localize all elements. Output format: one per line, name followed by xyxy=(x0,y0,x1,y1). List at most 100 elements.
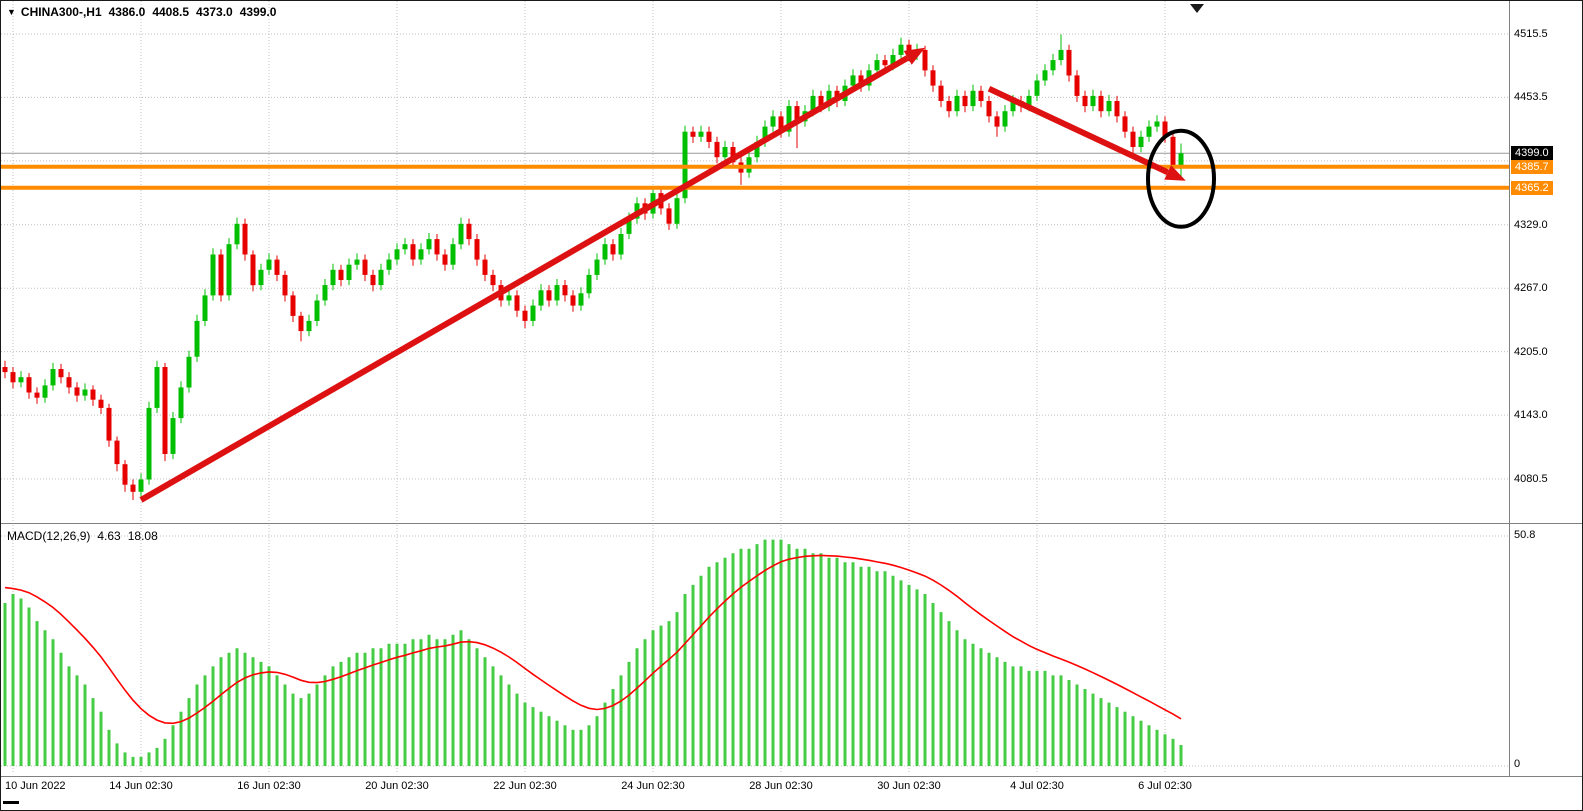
candle-body xyxy=(1042,70,1048,81)
candle-body xyxy=(82,389,88,396)
candle-body xyxy=(674,198,680,224)
candle-body xyxy=(162,367,168,454)
candle-body xyxy=(818,95,824,107)
candle-body xyxy=(274,259,280,275)
scrollbar-thumb[interactable] xyxy=(3,801,19,804)
candle-body xyxy=(58,369,64,378)
candle-body xyxy=(962,95,968,107)
candle-body xyxy=(882,60,888,66)
candle-body xyxy=(234,223,240,245)
candle-body xyxy=(522,310,528,321)
candle-body xyxy=(186,356,192,388)
candle-body xyxy=(554,285,560,301)
indicator-value-signal: 18.08 xyxy=(127,529,158,543)
candle-body xyxy=(810,95,816,112)
candle-body xyxy=(730,147,736,163)
candle-body xyxy=(474,239,480,260)
level-price-label: 4365.2 xyxy=(1511,181,1553,195)
candle-body xyxy=(210,254,216,296)
price-axis-label: 4205.0 xyxy=(1514,346,1548,358)
candle-body xyxy=(570,295,576,306)
candle-body xyxy=(994,116,1000,127)
indicator-name: MACD(12,26,9) xyxy=(7,529,91,543)
candle-body xyxy=(370,274,376,286)
time-axis[interactable]: 10 Jun 2022 14 Jun 02:30 16 Jun 02:30 20 Ju… xyxy=(1,777,1509,796)
price-axis-label: 4080.5 xyxy=(1514,473,1548,485)
candle-body xyxy=(218,254,224,296)
time-axis-label: 28 Jun 02:30 xyxy=(749,780,813,792)
candle-body xyxy=(26,377,32,393)
candle-body xyxy=(786,106,792,132)
chart-shift-marker-icon[interactable] xyxy=(1190,4,1204,13)
candle-body xyxy=(714,141,720,158)
candle-body xyxy=(970,90,976,107)
candle-body xyxy=(378,269,384,286)
candle-body xyxy=(1058,49,1064,61)
candle-body xyxy=(954,95,960,112)
candle-body xyxy=(98,399,104,408)
trend-arrow-head-icon xyxy=(1164,165,1186,181)
candle-body xyxy=(794,106,800,122)
trend-arrow-line[interactable] xyxy=(139,55,910,503)
candle-body xyxy=(874,60,880,71)
candle-body xyxy=(122,464,128,485)
candle-body xyxy=(322,285,328,301)
candle-body xyxy=(978,90,984,101)
candle-body xyxy=(906,44,912,55)
candle-body xyxy=(1002,111,1008,127)
candle-body xyxy=(394,249,400,260)
candle-body xyxy=(242,223,248,255)
symbol-label: CHINA300-,H1 xyxy=(20,5,102,19)
candle-body xyxy=(482,259,488,275)
candle-body xyxy=(338,269,344,280)
candle-body xyxy=(1114,101,1120,117)
candle-body xyxy=(442,254,448,265)
candlestick-series xyxy=(2,34,1184,500)
ohlc-high: 4408.5 xyxy=(152,5,190,19)
ohlc-low: 4373.0 xyxy=(196,5,233,19)
candle-body xyxy=(34,392,40,398)
candle-body xyxy=(690,131,696,137)
candle-body xyxy=(754,141,760,158)
candle-body xyxy=(1050,60,1056,71)
candle-body xyxy=(50,369,56,386)
grid-lines xyxy=(1,1,1509,774)
candle-body xyxy=(594,259,600,275)
candle-body xyxy=(546,290,552,301)
candle-body xyxy=(1170,136,1176,167)
candle-body xyxy=(850,75,856,86)
chart-title: ▼ CHINA300-,H1 4386.0 4408.5 4373.0 4399.0 xyxy=(7,5,276,19)
candle-body xyxy=(74,387,80,396)
candle-body xyxy=(666,208,672,224)
candle-body xyxy=(106,407,112,441)
candle-body xyxy=(1010,101,1016,112)
candle-body xyxy=(290,295,296,316)
trend-arrow-line[interactable] xyxy=(987,85,1169,176)
candle-body xyxy=(146,407,152,480)
candle-body xyxy=(226,244,232,296)
candle-body xyxy=(298,315,304,332)
current-price-label: 4399.0 xyxy=(1511,146,1553,160)
candle-body xyxy=(1154,121,1160,127)
candle-body xyxy=(66,377,72,388)
candle-body xyxy=(10,372,16,383)
candle-body xyxy=(890,55,896,66)
candle-body xyxy=(42,385,48,398)
candle-body xyxy=(386,259,392,270)
candle-body xyxy=(562,285,568,296)
candle-body xyxy=(202,295,208,321)
candle-body xyxy=(722,147,728,158)
highlight-ellipse[interactable] xyxy=(1146,128,1216,229)
candle-body xyxy=(1122,116,1128,132)
price-axis[interactable]: 50.8 0 4515.5 4453.5 4329.0 4267.0 4205.0 414… xyxy=(1510,1,1582,796)
candle-body xyxy=(402,244,408,250)
candle-body xyxy=(1066,49,1072,76)
candle-body xyxy=(698,131,704,137)
candle-body xyxy=(426,239,432,250)
price-axis-label: 4515.5 xyxy=(1514,28,1548,40)
indicator-title: MACD(12,26,9) 4.63 18.08 xyxy=(7,529,158,543)
candle-body xyxy=(314,300,320,321)
ohlc-open: 4386.0 xyxy=(108,5,146,19)
candle-body xyxy=(458,223,464,245)
